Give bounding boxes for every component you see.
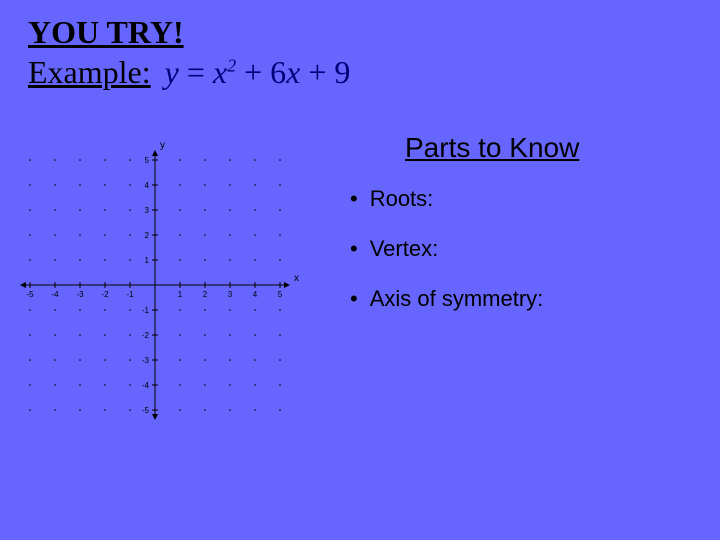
svg-text:3: 3	[145, 206, 150, 215]
svg-text:-2: -2	[142, 331, 150, 340]
svg-text:4: 4	[253, 290, 258, 299]
svg-text:-3: -3	[142, 356, 150, 365]
svg-text:3: 3	[228, 290, 233, 299]
eq-term2-coef: 6	[270, 54, 286, 90]
svg-text:-1: -1	[126, 290, 134, 299]
svg-text:1: 1	[178, 290, 183, 299]
svg-text:4: 4	[145, 181, 150, 190]
svg-text:-1: -1	[142, 306, 150, 315]
svg-text:2: 2	[203, 290, 208, 299]
svg-text:x: x	[294, 273, 299, 284]
svg-text:1: 1	[145, 256, 150, 265]
svg-text:y: y	[160, 140, 165, 151]
bullet-axis-symmetry: Axis of symmetry:	[350, 286, 543, 312]
svg-text:-5: -5	[26, 290, 34, 299]
bullet-vertex: Vertex:	[350, 236, 543, 262]
example-label: Example:	[28, 54, 151, 90]
svg-text:5: 5	[278, 290, 283, 299]
svg-text:-4: -4	[142, 381, 150, 390]
parts-bullet-list: Roots: Vertex: Axis of symmetry:	[350, 186, 543, 336]
eq-term1-base: x	[213, 54, 227, 90]
equation: y = x2 + 6x + 9	[165, 54, 351, 90]
svg-text:-5: -5	[142, 406, 150, 415]
eq-term2-var: x	[286, 54, 300, 90]
svg-text:2: 2	[145, 231, 150, 240]
eq-term1-exp: 2	[227, 55, 236, 75]
eq-lhs: y	[165, 54, 179, 90]
svg-text:-4: -4	[51, 290, 59, 299]
svg-text:-3: -3	[76, 290, 84, 299]
eq-term3: 9	[334, 54, 350, 90]
parts-to-know-header: Parts to Know	[405, 132, 579, 164]
slide-title: YOU TRY!	[28, 14, 184, 51]
svg-text:-2: -2	[101, 290, 109, 299]
eq-plus2: +	[308, 54, 334, 90]
example-line: Example: y = x2 + 6x + 9	[28, 54, 350, 91]
eq-equals: =	[187, 54, 213, 90]
bullet-roots: Roots:	[350, 186, 543, 212]
cartesian-grid: -5 -4 -3 -2 -1 1 2 3 4 5 -5 -4 -3 -2 -1 1 2 3 4 5 x y	[10, 140, 300, 430]
svg-text:5: 5	[145, 156, 150, 165]
eq-plus1: +	[244, 54, 270, 90]
